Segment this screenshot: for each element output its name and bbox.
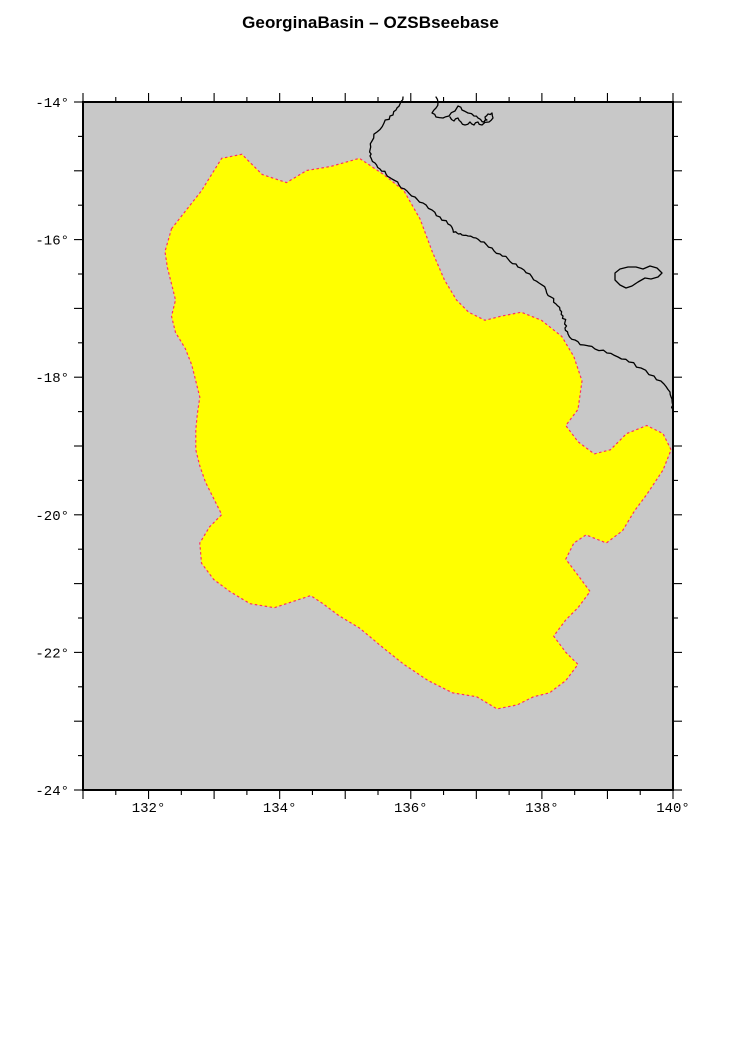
svg-text:-24°: -24° [35,784,69,800]
svg-text:-22°: -22° [35,646,69,662]
svg-text:132°: 132° [132,801,166,817]
svg-text:-18°: -18° [35,371,69,387]
svg-text:134°: 134° [263,801,297,817]
svg-text:-14°: -14° [35,96,69,112]
svg-text:-16°: -16° [35,234,69,250]
svg-text:136°: 136° [394,801,428,817]
svg-text:-20°: -20° [35,509,69,525]
svg-text:140°: 140° [656,801,690,817]
svg-text:138°: 138° [525,801,559,817]
